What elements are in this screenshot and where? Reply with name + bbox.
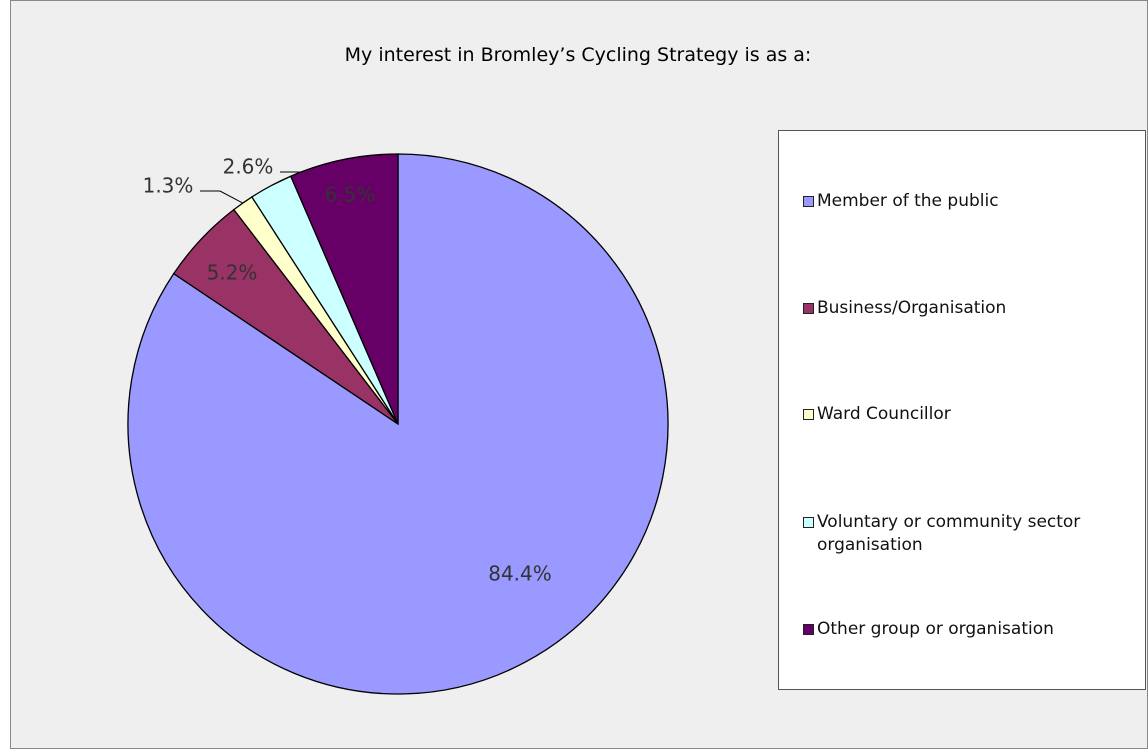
legend-swatch — [803, 303, 814, 314]
legend-entry: Ward Councillor — [803, 403, 1133, 426]
legend-swatch — [803, 196, 814, 207]
legend-label: Other group or organisation — [817, 619, 1054, 639]
leader-line — [200, 190, 243, 204]
legend-entry: Other group or organisation — [803, 618, 1133, 641]
pie-slice — [289, 153, 399, 425]
legend-entry: Voluntary or community sector organisati… — [803, 511, 1133, 557]
legend-label: Voluntary or community sector organisati… — [817, 512, 1081, 555]
legend-label: Business/Organisation — [817, 298, 1007, 318]
legend: Member of the public Business/Organisatio… — [778, 130, 1146, 690]
legend-label: Member of the public — [817, 191, 999, 211]
data-label: 1.3% — [143, 174, 194, 198]
legend-entry: Business/Organisation — [803, 297, 1133, 320]
data-label: 2.6% — [223, 155, 274, 179]
legend-swatch — [803, 409, 814, 420]
legend-label: Ward Councillor — [817, 404, 951, 424]
legend-swatch — [803, 624, 814, 635]
legend-swatch — [803, 517, 814, 528]
data-label: 84.4% — [488, 562, 552, 586]
data-label: 5.2% — [207, 261, 258, 285]
data-label: 6.5% — [325, 183, 376, 207]
legend-entry: Member of the public — [803, 190, 1133, 213]
chart-title: My interest in Bromley’s Cycling Strateg… — [344, 44, 812, 66]
